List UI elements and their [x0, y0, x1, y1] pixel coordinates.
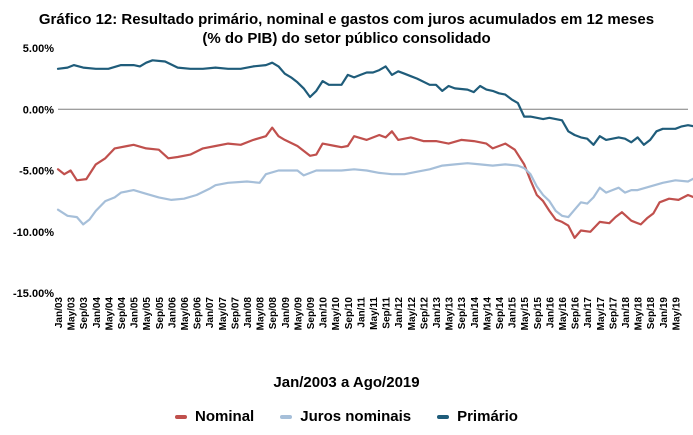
legend-label-juros-nominais: Juros nominais	[300, 408, 412, 425]
x-tick-label: Jan/03	[54, 297, 65, 329]
series-line-prim-rio	[56, 59, 693, 146]
x-tick-label: Sep/05	[155, 297, 166, 330]
x-tick-label: May/04	[104, 297, 115, 331]
x-tick-label: Sep/17	[608, 297, 619, 330]
y-tick-label: -10.00%	[13, 227, 54, 239]
legend-item-juros-nominais: Juros nominais	[280, 408, 411, 425]
x-tick-label: Jan/11	[356, 297, 367, 328]
x-tick-label: Sep/10	[344, 297, 355, 330]
legend-swatch-juros-nominais	[280, 414, 293, 419]
x-tick-label: Sep/13	[457, 297, 468, 330]
x-tick-label: Sep/04	[117, 297, 128, 330]
x-tick-label: Jan/06	[167, 297, 178, 329]
x-tick-label: Sep/18	[646, 297, 657, 330]
x-tick-label: Jan/15	[508, 297, 519, 329]
x-tick-label: May/14	[482, 297, 493, 331]
x-tick-label: Jan/12	[394, 297, 405, 329]
x-tick-label: May/06	[180, 297, 191, 331]
x-tick-label: Jan/19	[659, 297, 670, 329]
x-tick-label: Jan/04	[92, 297, 103, 329]
x-tick-label: May/13	[445, 297, 456, 331]
x-tick-label: Sep/03	[79, 297, 90, 330]
x-tick-label: May/03	[67, 297, 78, 331]
x-tick-label: May/11	[369, 297, 380, 330]
x-tick-label: May/19	[671, 297, 682, 331]
series-line-juros-nominais	[56, 162, 693, 226]
x-tick-label: May/12	[407, 297, 418, 331]
x-tick-label: Sep/07	[230, 297, 241, 330]
x-tick-label: Jan/10	[319, 297, 330, 329]
x-tick-label: Jan/14	[470, 297, 481, 329]
x-tick-label: Sep/11	[382, 297, 393, 329]
series-line-nominal	[56, 126, 693, 239]
legend-label-nominal: Nominal	[195, 408, 255, 425]
x-tick-label: May/07	[218, 297, 229, 331]
x-tick-label: Sep/14	[495, 297, 506, 330]
x-tick-label: Sep/15	[533, 297, 544, 330]
legend-item-nominal: Nominal	[175, 408, 254, 425]
x-tick-label: May/08	[256, 297, 267, 331]
x-tick-label: Jan/07	[205, 297, 216, 329]
x-tick-label: May/18	[634, 297, 645, 331]
x-tick-label: Sep/16	[571, 297, 582, 330]
legend-item-primario: Primário	[437, 408, 518, 425]
y-tick-label: -5.00%	[19, 166, 54, 178]
x-tick-label: May/10	[331, 297, 342, 331]
y-tick-label: 0.00%	[23, 104, 54, 116]
legend-swatch-primario	[437, 414, 450, 419]
y-tick-label: 5.00%	[23, 43, 54, 55]
x-tick-label: Jan/09	[281, 297, 292, 329]
x-axis-label: Jan/2003 a Ago/2019	[273, 374, 420, 391]
legend-label-primario: Primário	[457, 408, 518, 425]
x-tick-label: Jan/16	[545, 297, 556, 329]
x-tick-label: Sep/12	[419, 297, 430, 330]
y-tick-label: -15.00%	[13, 288, 54, 300]
x-tick-label: Sep/09	[306, 297, 317, 330]
x-tick-label: Sep/08	[268, 297, 279, 330]
x-tick-label: Sep/06	[193, 297, 204, 330]
x-tick-label: May/15	[520, 297, 531, 331]
x-tick-label: Jan/05	[130, 297, 141, 329]
x-tick-label: Jan/18	[621, 297, 632, 329]
x-tick-label: May/09	[293, 297, 304, 331]
x-tick-label: Jan/13	[432, 297, 443, 329]
legend: Nominal Juros nominais Primário	[0, 408, 693, 425]
x-tick-label: May/05	[142, 297, 153, 331]
x-tick-label: May/17	[596, 297, 607, 331]
x-tick-label: May/16	[558, 297, 569, 331]
legend-swatch-nominal	[175, 414, 188, 419]
chart-subtitle: (% do PIB) do setor público consolidado	[202, 30, 491, 47]
x-tick-label: Jan/17	[583, 297, 594, 329]
chart-title: Gráfico 12: Resultado primário, nominal …	[38, 11, 655, 28]
x-tick-label: Jan/08	[243, 297, 254, 329]
